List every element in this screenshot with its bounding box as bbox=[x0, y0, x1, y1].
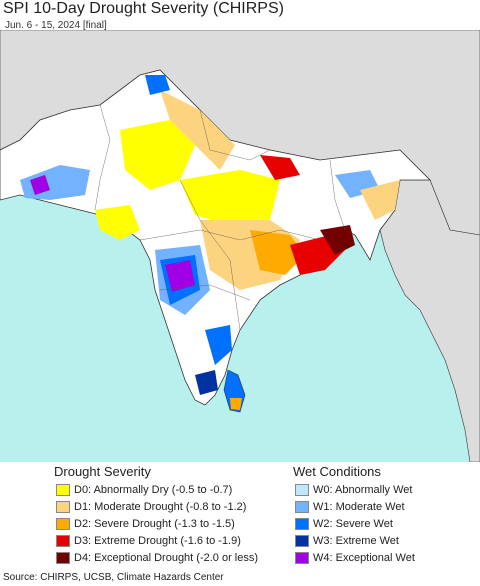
legend-label-w0: W0: Abnormally Wet bbox=[313, 484, 413, 496]
source-credit: Source: CHIRPS, UCSB, Climate Hazards Ce… bbox=[3, 572, 224, 583]
legend-label-w4: W4: Exceptional Wet bbox=[313, 552, 415, 564]
legend-item-d3: D3: Extreme Drought (-1.6 to -1.9) bbox=[56, 533, 241, 549]
outside-land-east bbox=[379, 179, 480, 462]
admin-borders bbox=[94, 104, 346, 331]
legend-swatch-d0 bbox=[56, 484, 70, 496]
legend-swatch-w3 bbox=[295, 535, 309, 547]
legend-swatch-w0 bbox=[295, 484, 309, 496]
legend-drought-heading: Drought Severity bbox=[54, 464, 151, 479]
patch-w4-pakistan bbox=[30, 175, 50, 195]
legend-item-w4: W4: Exceptional Wet bbox=[295, 550, 415, 566]
legend-swatch-d1 bbox=[56, 501, 70, 513]
map-subtitle: Jun. 6 - 15, 2024 [final] bbox=[5, 20, 107, 31]
legend-item-d2: D2: Severe Drought (-1.3 to -1.5) bbox=[56, 516, 235, 532]
legend-swatch-w2 bbox=[295, 518, 309, 530]
legend-item-d1: D1: Moderate Drought (-0.8 to -1.2) bbox=[56, 499, 246, 515]
patch-d4-bengal bbox=[320, 225, 355, 255]
patch-w2-north bbox=[145, 75, 170, 95]
legend-label-w2: W2: Severe Wet bbox=[313, 518, 393, 530]
map-title: SPI 10-Day Drought Severity (CHIRPS) bbox=[3, 0, 284, 17]
legend-swatch-d2 bbox=[56, 518, 70, 530]
legend-swatch-w4 bbox=[295, 552, 309, 564]
drought-map bbox=[0, 30, 480, 462]
legend-wet-heading: Wet Conditions bbox=[293, 464, 381, 479]
patch-d3-nepal bbox=[260, 155, 300, 180]
legend: Drought Severity Wet Conditions D0: Abno… bbox=[0, 462, 480, 570]
patch-w3-south bbox=[195, 370, 218, 395]
legend-label-d0: D0: Abnormally Dry (-0.5 to -0.7) bbox=[74, 484, 233, 496]
legend-item-w1: W1: Moderate Wet bbox=[295, 499, 405, 515]
legend-label-d1: D1: Moderate Drought (-0.8 to -1.2) bbox=[74, 501, 247, 513]
patch-w4-deccan bbox=[165, 260, 195, 292]
patch-d2-central bbox=[250, 230, 305, 275]
legend-swatch-w1 bbox=[295, 501, 309, 513]
severity-patches bbox=[20, 75, 400, 395]
legend-swatch-d3 bbox=[56, 535, 70, 547]
patch-d0-central bbox=[180, 170, 280, 225]
sri-lanka-dry bbox=[230, 398, 242, 410]
legend-item-w3: W3: Extreme Wet bbox=[295, 533, 399, 549]
patch-d0-gujarat bbox=[95, 205, 140, 240]
legend-label-d4: D4: Exceptional Drought (-2.0 or less) bbox=[74, 552, 259, 564]
patch-w2-south bbox=[205, 325, 232, 365]
patch-d0-pakistan bbox=[120, 120, 195, 190]
legend-label-w1: W1: Moderate Wet bbox=[313, 501, 405, 513]
legend-swatch-d4 bbox=[56, 552, 70, 564]
patch-d1-north bbox=[160, 90, 235, 170]
legend-item-w2: W2: Severe Wet bbox=[295, 516, 393, 532]
legend-item-d0: D0: Abnormally Dry (-0.5 to -0.7) bbox=[56, 482, 232, 498]
legend-item-w0: W0: Abnormally Wet bbox=[295, 482, 412, 498]
legend-label-w3: W3: Extreme Wet bbox=[313, 535, 399, 547]
patch-d1-northeast bbox=[360, 180, 400, 220]
legend-item-d4: D4: Exceptional Drought (-2.0 or less) bbox=[56, 550, 258, 566]
legend-label-d2: D2: Severe Drought (-1.3 to -1.5) bbox=[74, 518, 235, 530]
legend-label-d3: D3: Extreme Drought (-1.6 to -1.9) bbox=[74, 535, 241, 547]
